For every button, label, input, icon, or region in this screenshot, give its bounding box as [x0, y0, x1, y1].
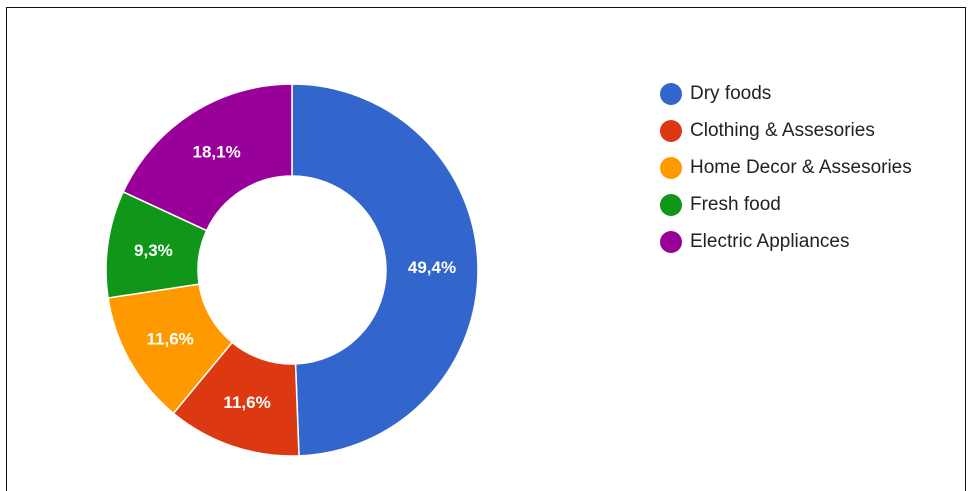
legend-swatch-icon — [660, 83, 682, 105]
slice-value-label-3: 9,3% — [134, 241, 173, 260]
legend-swatch-icon — [660, 120, 682, 142]
legend-label: Fresh food — [690, 194, 781, 215]
legend-item-2: Home Decor & Assesories — [660, 156, 912, 180]
legend-item-3: Fresh food — [660, 193, 912, 217]
legend-swatch-icon — [660, 231, 682, 253]
donut-slice-0 — [291, 83, 479, 457]
legend-swatch-icon — [660, 157, 682, 179]
slice-value-label-4: 18,1% — [193, 143, 241, 162]
donut-slices — [105, 83, 479, 457]
donut-slice-4 — [122, 83, 293, 232]
slice-value-label-2: 11,6% — [147, 329, 194, 348]
legend-label: Dry foods — [690, 83, 772, 104]
legend-swatch-icon — [660, 194, 682, 216]
chart-frame — [6, 7, 966, 491]
legend-label: Clothing & Assesories — [690, 120, 875, 141]
legend-item-4: Electric Appliances — [660, 230, 912, 254]
legend-item-1: Clothing & Assesories — [660, 119, 912, 143]
slice-value-label-1: 11,6% — [223, 393, 270, 412]
legend-item-0: Dry foods — [660, 82, 912, 106]
chart-legend: Dry foods Clothing & Assesories Home Decor… — [660, 82, 912, 267]
donut-slice-labels: 49,4% 11,6% 11,6% 9,3% 18,1% — [134, 143, 456, 413]
legend-label: Electric Appliances — [690, 231, 850, 252]
slice-value-label-0: 49,4% — [408, 258, 456, 277]
legend-label: Home Decor & Assesories — [690, 157, 912, 178]
